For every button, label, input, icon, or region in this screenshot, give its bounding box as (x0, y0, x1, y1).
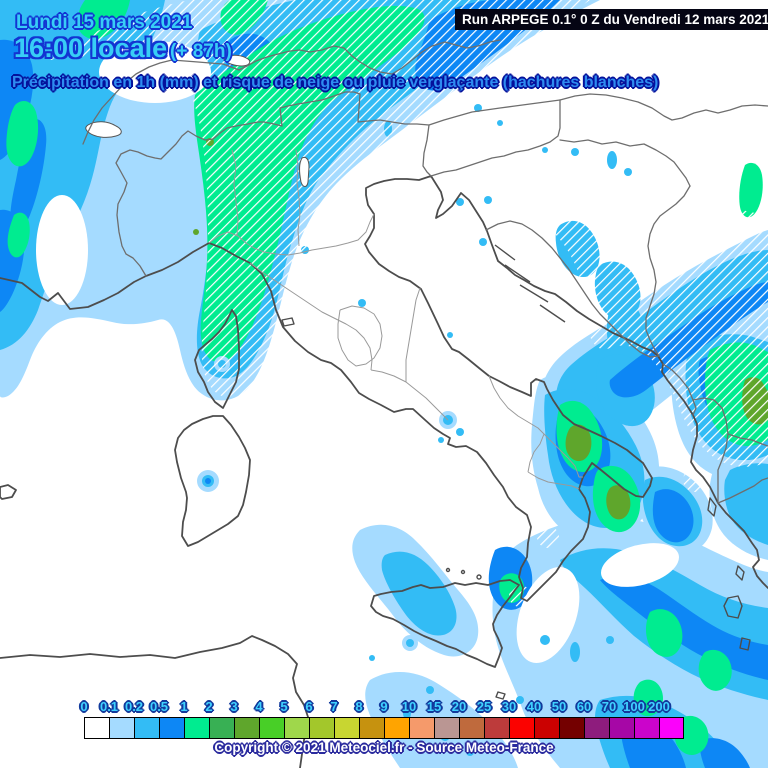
legend-color-box (659, 717, 684, 739)
legend-color-box (284, 717, 309, 739)
legend-threshold-label: 50 (551, 699, 567, 714)
legend-threshold-label: 1 (180, 699, 188, 714)
legend-threshold-label: 25 (476, 699, 492, 714)
legend-color-box (84, 717, 109, 739)
country-borders (82, 39, 768, 504)
legend-color-box (184, 717, 209, 739)
forecast-offset: (+ 87h) (170, 41, 232, 62)
legend-threshold-label: 8 (355, 699, 363, 714)
legend-threshold-label: 30 (501, 699, 517, 714)
legend-color-box (409, 717, 434, 739)
legend-threshold-label: 40 (526, 699, 542, 714)
copyright-line: Copyright © 2021 Meteociel.fr - Source M… (214, 740, 554, 755)
coastlines (0, 175, 768, 768)
run-info-banner: Run ARPEGE 0.1° 0 Z du Vendredi 12 mars … (455, 9, 768, 30)
legend-threshold-labels: 0 0.1 0.2 0.5 1 2 3 4 5 6 7 8 9 10 15 20 25 30 40 50 60 70 100… (80, 699, 694, 714)
legend-color-box (309, 717, 334, 739)
legend-color-box (134, 717, 159, 739)
legend-threshold-label: 2 (205, 699, 213, 714)
legend-color-box (384, 717, 409, 739)
legend-threshold-label: 9 (380, 699, 388, 714)
legend-threshold-label: 20 (451, 699, 467, 714)
map-subtitle: Précipitation en 1h (mm) et risque de ne… (12, 74, 659, 91)
legend-threshold-label: 200 (648, 699, 670, 714)
legend-color-box (584, 717, 609, 739)
legend-color-box (234, 717, 259, 739)
legend-color-box (359, 717, 384, 739)
legend-color-box (259, 717, 284, 739)
legend-threshold-label: 70 (601, 699, 617, 714)
forecast-date: Lundi 15 mars 2021 (16, 12, 193, 33)
legend-threshold-label: 60 (576, 699, 592, 714)
legend-threshold-label: 0 (80, 699, 88, 714)
legend-threshold-label: 7 (330, 699, 338, 714)
legend-threshold-label: 10 (401, 699, 417, 714)
legend-threshold-label: 0.2 (124, 699, 144, 714)
region-borders (208, 149, 583, 490)
legend-color-box (534, 717, 559, 739)
legend-color-box (159, 717, 184, 739)
legend-threshold-label: 15 (426, 699, 442, 714)
legend-color-box (609, 717, 634, 739)
legend-threshold-label: 0.5 (149, 699, 169, 714)
legend-color-box (634, 717, 659, 739)
precipitation-scale (84, 717, 684, 739)
legend-color-box (459, 717, 484, 739)
small-islands (281, 244, 751, 700)
forecast-time: 16:00 locale (14, 33, 168, 63)
legend-threshold-label: 5 (280, 699, 288, 714)
legend-color-box (484, 717, 509, 739)
legend-threshold-label: 0.1 (99, 699, 119, 714)
lakes (85, 54, 310, 187)
legend-color-box (334, 717, 359, 739)
legend-threshold-label: 3 (230, 699, 238, 714)
snow-hatch-overlay (50, 0, 768, 607)
legend-color-box (109, 717, 134, 739)
legend-color-box (434, 717, 459, 739)
legend-color-box (509, 717, 534, 739)
legend-color-box (559, 717, 584, 739)
legend-color-box (209, 717, 234, 739)
legend-threshold-label: 6 (305, 699, 313, 714)
legend-threshold-label: 4 (255, 699, 263, 714)
legend-threshold-label: 100 (623, 699, 645, 714)
